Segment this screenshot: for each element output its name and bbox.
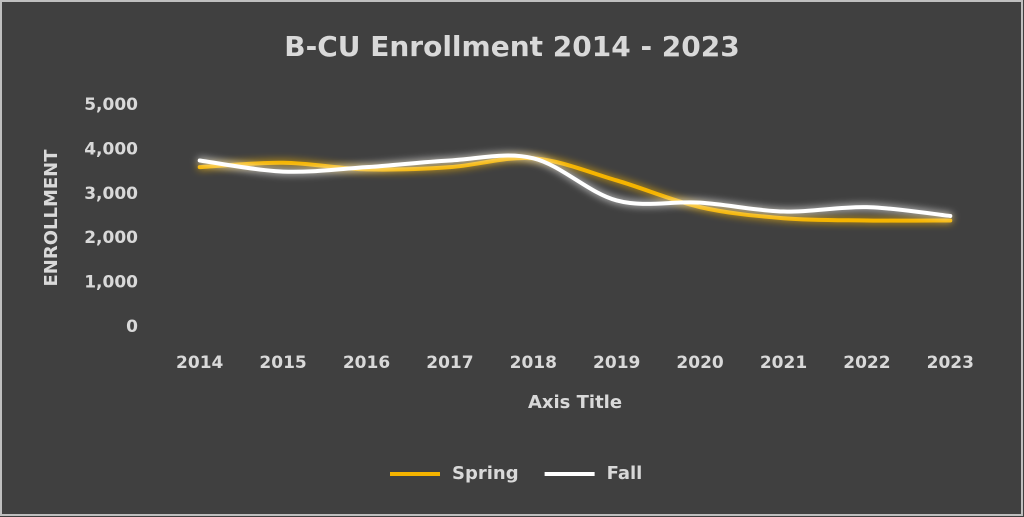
y-tick-label: 4,000 xyxy=(84,139,138,159)
y-axis-title: ENROLLMENT xyxy=(41,149,62,287)
x-tick-label: 2015 xyxy=(259,353,306,373)
y-tick-label: 3,000 xyxy=(84,184,138,204)
y-tick-label: 1,000 xyxy=(84,273,138,293)
x-tick-label: 2020 xyxy=(676,353,723,373)
x-tick-label: 2018 xyxy=(510,353,557,373)
y-tick-label: 2,000 xyxy=(84,228,138,248)
x-tick-label: 2014 xyxy=(176,353,223,373)
x-tick-label: 2021 xyxy=(760,353,807,373)
series-line xyxy=(197,153,953,218)
y-tick-label: 5,000 xyxy=(84,95,138,115)
legend-label: Spring xyxy=(452,463,519,484)
x-tick-label: 2022 xyxy=(843,353,890,373)
x-tick-label: 2019 xyxy=(593,353,640,373)
x-tick-label: 2017 xyxy=(426,353,473,373)
series-line xyxy=(197,155,953,223)
chart-title: B-CU Enrollment 2014 - 2023 xyxy=(284,30,740,63)
x-tick-label: 2023 xyxy=(927,353,974,373)
legend-label: Fall xyxy=(607,463,643,484)
x-tick-label: 2016 xyxy=(343,353,390,373)
x-axis-title: Axis Title xyxy=(528,392,622,413)
y-tick-label: 0 xyxy=(126,317,138,337)
